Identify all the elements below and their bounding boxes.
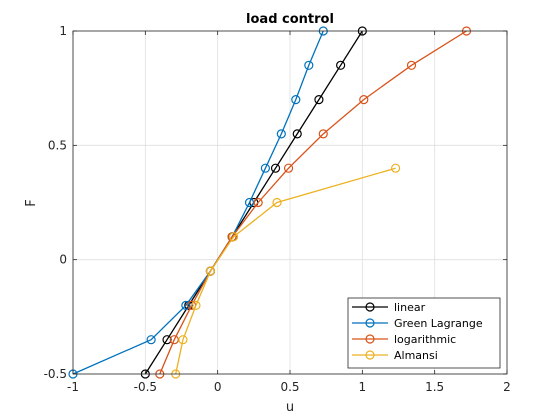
data-point-almansi <box>272 197 282 208</box>
x-tick-label: 0.5 <box>280 380 299 394</box>
data-point-linear <box>314 94 324 105</box>
legend-entry-almansi: Almansi <box>352 349 438 362</box>
legend-marker-green-lagrange <box>365 318 375 328</box>
data-point-logarithmic <box>359 94 369 105</box>
x-tick-labels: -1 -0.5 0 0.5 1 1.5 2 <box>67 380 511 394</box>
data-point-almansi <box>205 266 216 276</box>
data-point-linear <box>162 335 172 345</box>
legend-marker-linear <box>365 302 375 312</box>
legend-label-green-lagrange: Green Lagrange <box>394 317 483 330</box>
data-point-green-lagrange <box>304 60 314 70</box>
data-point-green-lagrange <box>260 163 271 173</box>
legend-entry-linear: linear <box>352 301 426 314</box>
data-point-almansi <box>228 232 239 242</box>
x-tick-label: 0 <box>214 380 222 394</box>
data-point-linear <box>270 163 281 173</box>
legend-entry-green-lagrange: Green Lagrange <box>352 317 483 330</box>
series-almansi <box>171 163 401 379</box>
data-point-green-lagrange <box>276 129 286 139</box>
data-point-linear <box>292 129 302 139</box>
series-layer <box>68 26 472 379</box>
data-point-logarithmic <box>406 60 417 70</box>
data-point-almansi <box>391 163 401 173</box>
series-green-lagrange <box>68 26 328 379</box>
y-tick-label: 0.5 <box>48 138 67 152</box>
legend: linear Green Lagrange logarithmic Almans… <box>347 297 501 369</box>
series-line-logarithmic <box>159 30 467 375</box>
series-line-green-lagrange <box>72 30 324 375</box>
x-axis-label: u <box>286 400 294 415</box>
legend-label-logarithmic: logarithmic <box>394 333 456 346</box>
data-point-almansi <box>191 300 201 310</box>
chart-title: load control <box>246 12 334 27</box>
x-tick-label: 2 <box>503 380 511 394</box>
y-tick-labels: -0.5 0 0.5 1 <box>44 24 67 381</box>
x-tick-label: -1 <box>67 380 79 394</box>
data-point-green-lagrange <box>291 94 301 105</box>
legend-marker-almansi <box>365 350 375 360</box>
series-line-almansi <box>175 167 396 375</box>
y-axis-label: F <box>24 199 39 206</box>
x-tick-label: 1.5 <box>425 380 444 394</box>
legend-label-linear: linear <box>394 301 426 314</box>
data-point-green-lagrange <box>181 300 191 310</box>
data-point-logarithmic <box>283 163 294 173</box>
y-tick-label: 0 <box>59 253 67 267</box>
ticks <box>72 30 508 375</box>
data-point-green-lagrange <box>244 197 255 208</box>
data-point-green-lagrange <box>146 335 156 345</box>
legend-entry-logarithmic: logarithmic <box>352 333 456 346</box>
data-point-logarithmic <box>253 197 263 208</box>
data-point-logarithmic <box>318 129 328 139</box>
x-tick-label: 1 <box>359 380 367 394</box>
y-tick-label: -0.5 <box>44 367 67 381</box>
legend-label-almansi: Almansi <box>394 349 438 362</box>
y-tick-label: 1 <box>59 24 67 38</box>
x-tick-label: -0.5 <box>134 380 157 394</box>
legend-marker-logarithmic <box>365 334 375 344</box>
data-point-linear <box>336 60 346 70</box>
data-point-almansi <box>178 335 188 345</box>
data-point-logarithmic <box>169 335 179 345</box>
